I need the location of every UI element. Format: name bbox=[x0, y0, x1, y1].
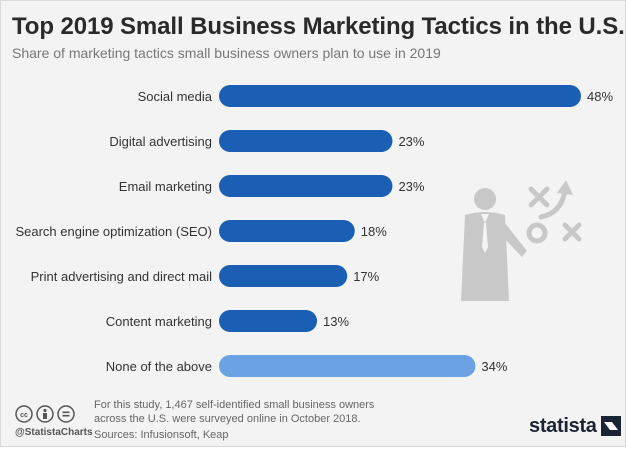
cc-icon: cc bbox=[15, 405, 33, 423]
category-label-content-marketing: Content marketing bbox=[106, 314, 212, 329]
value-label-content-marketing: 13% bbox=[323, 314, 349, 329]
survey-note-line-1: For this study, 1,467 self-identified sm… bbox=[94, 399, 375, 411]
value-label-email-marketing: 23% bbox=[398, 179, 424, 194]
category-label-email-marketing: Email marketing bbox=[119, 179, 212, 194]
survey-note: For this study, 1,467 self-identified sm… bbox=[94, 398, 414, 426]
survey-note-line-2: across the U.S. were surveyed online in … bbox=[94, 413, 361, 425]
attribution-icon bbox=[36, 405, 54, 423]
value-label-print-advertising-and-direct-mail: 17% bbox=[353, 269, 379, 284]
businessman-strategy-icon bbox=[461, 181, 582, 301]
bar-social-media bbox=[219, 85, 581, 107]
chart-subtitle: Share of marketing tactics small busines… bbox=[12, 45, 441, 61]
brand-wordmark: statista bbox=[529, 415, 597, 437]
bar-search-engine-optimization-seo bbox=[219, 220, 355, 242]
license-icons: cc bbox=[15, 405, 75, 423]
category-label-search-engine-optimization-seo: Search engine optimization (SEO) bbox=[15, 224, 212, 239]
bar-content-marketing bbox=[219, 310, 318, 332]
bar-email-marketing bbox=[219, 175, 393, 197]
value-label-social-media: 48% bbox=[587, 89, 613, 104]
bar-none-of-the-above bbox=[219, 355, 476, 377]
chart-title: Top 2019 Small Business Marketing Tactic… bbox=[12, 13, 625, 40]
statista-mark-icon bbox=[600, 416, 621, 436]
category-label-print-advertising-and-direct-mail: Print advertising and direct mail bbox=[31, 269, 212, 284]
category-label-digital-advertising: Digital advertising bbox=[109, 134, 212, 149]
category-label-none-of-the-above: None of the above bbox=[106, 359, 212, 374]
bar-print-advertising-and-direct-mail bbox=[219, 265, 348, 287]
bar-digital-advertising bbox=[219, 130, 393, 152]
no-derivatives-icon bbox=[57, 405, 75, 423]
value-label-search-engine-optimization-seo: 18% bbox=[361, 224, 387, 239]
social-handle: @StatistaCharts bbox=[15, 427, 93, 438]
sources-text: Sources: Infusionsoft, Keap bbox=[94, 429, 229, 441]
value-label-digital-advertising: 23% bbox=[398, 134, 424, 149]
statista-logo: statista bbox=[529, 415, 621, 437]
value-label-none-of-the-above: 34% bbox=[481, 359, 507, 374]
category-label-social-media: Social media bbox=[138, 89, 213, 104]
svg-text:cc: cc bbox=[20, 412, 28, 419]
